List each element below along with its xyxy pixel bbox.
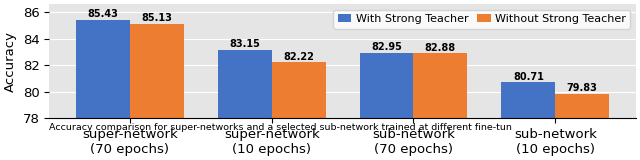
Bar — [501, 82, 556, 160]
Bar — [413, 53, 467, 160]
Text: 82.88: 82.88 — [425, 43, 456, 53]
Bar — [556, 94, 609, 160]
Text: 85.13: 85.13 — [141, 13, 172, 23]
Bar — [218, 50, 271, 160]
Text: 83.15: 83.15 — [229, 39, 260, 49]
Legend: With Strong Teacher, Without Strong Teacher: With Strong Teacher, Without Strong Teac… — [333, 10, 630, 29]
Bar — [360, 52, 413, 160]
Bar — [76, 20, 130, 160]
Text: 82.22: 82.22 — [283, 52, 314, 62]
Y-axis label: Accuracy: Accuracy — [4, 31, 17, 92]
Bar — [130, 24, 184, 160]
Bar — [271, 62, 326, 160]
Text: 79.83: 79.83 — [567, 83, 598, 93]
Text: 85.43: 85.43 — [88, 9, 118, 19]
Text: 80.71: 80.71 — [513, 72, 544, 82]
Text: Accuracy comparison for super-networks and a selected sub-network trained at dif: Accuracy comparison for super-networks a… — [49, 123, 512, 132]
Text: 82.95: 82.95 — [371, 42, 402, 52]
